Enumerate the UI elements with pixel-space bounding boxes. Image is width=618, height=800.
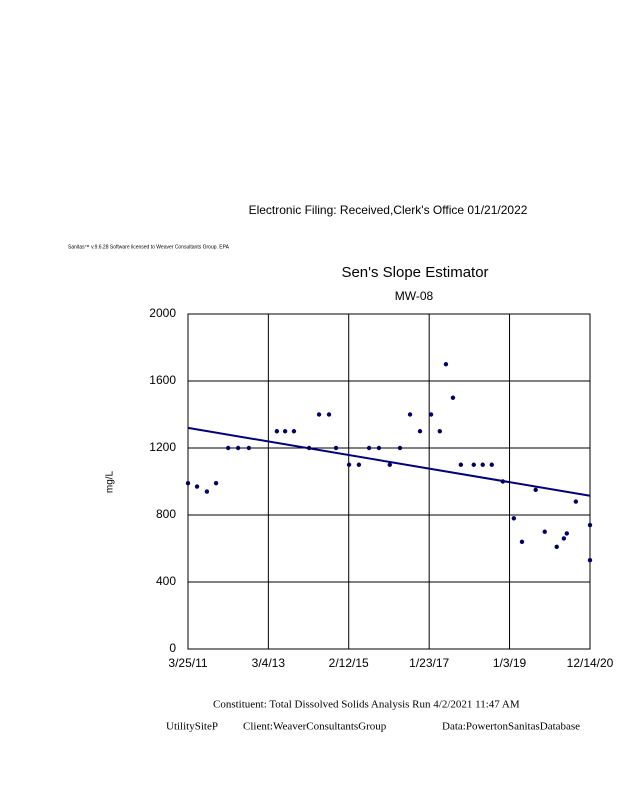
chart-subtitle: MW-08: [395, 289, 434, 303]
filing-stamp: Electronic Filing: Received,Clerk's Offi…: [249, 203, 528, 217]
data-point: [316, 412, 322, 417]
data-point: [437, 429, 443, 434]
license-note: Sanitas™ v.9.6.28 Software licensed to W…: [68, 244, 230, 250]
y-tick-label: 0: [169, 641, 176, 655]
y-axis-label: mg/L: [105, 470, 116, 493]
data-point: [561, 536, 567, 541]
data-point: [274, 429, 280, 434]
x-tick-label: 1/23/17: [409, 656, 449, 670]
data-point: [306, 445, 312, 451]
data-point: [397, 445, 403, 451]
data-point: [235, 445, 241, 451]
analysis-line: Constituent: Total Dissolved Solids Anal…: [213, 699, 520, 711]
data-point: [471, 462, 476, 467]
data-point: [366, 445, 372, 451]
y-tick-label: 2000: [149, 306, 176, 320]
data-point: [246, 445, 252, 451]
data-point: [573, 499, 579, 504]
data-point: [326, 412, 332, 417]
plot-frame: [187, 313, 591, 650]
chart-title: Sen's Slope Estimator: [341, 264, 488, 281]
data-point: [333, 445, 339, 451]
data-point: [587, 522, 593, 528]
y-tick-label: 800: [156, 507, 176, 521]
x-tick-label: 12/14/20: [567, 656, 614, 670]
data-point: [489, 462, 494, 467]
data-point: [519, 539, 525, 544]
data-point: [480, 462, 485, 467]
x-tick-label: 1/3/19: [493, 656, 527, 670]
data-point: [376, 445, 382, 451]
x-tick-label: 2/12/15: [329, 656, 369, 670]
data-point: [500, 479, 506, 484]
site: UtilitySiteP: [166, 721, 218, 733]
data-point: [428, 412, 434, 417]
data-point: [587, 558, 593, 563]
database: Data:PowertonSanitasDatabase: [442, 721, 580, 733]
x-tick-label: 3/25/11: [168, 656, 207, 670]
x-tick-label: 3/4/13: [252, 656, 286, 670]
y-tick-label: 1600: [149, 373, 176, 387]
data-point: [225, 445, 231, 451]
data-point: [213, 480, 219, 486]
y-tick-label: 1200: [149, 440, 176, 454]
data-point: [282, 429, 288, 434]
data-point: [511, 516, 517, 521]
plot-area: 0 400 800 1200 1600 2000 3/25/11 3/4/13 2/12/15 1…: [149, 306, 613, 670]
client: Client:WeaverConsultantsGroup: [243, 721, 387, 733]
data-point: [458, 462, 464, 467]
data-point: [407, 412, 413, 417]
trend-line: [187, 426, 591, 497]
data-point: [185, 480, 191, 486]
data-point: [450, 395, 456, 400]
data-point: [443, 362, 449, 367]
data-point: [194, 484, 200, 489]
data-point: [204, 489, 210, 494]
data-point: [542, 529, 547, 534]
y-tick-label: 400: [156, 574, 176, 588]
data-point: [346, 462, 352, 467]
data-point: [554, 544, 559, 550]
data-point: [533, 487, 538, 493]
data-point: [356, 462, 362, 467]
data-point: [564, 531, 569, 536]
data-point: [417, 429, 423, 434]
data-point: [387, 462, 392, 467]
data-point: [291, 429, 297, 434]
